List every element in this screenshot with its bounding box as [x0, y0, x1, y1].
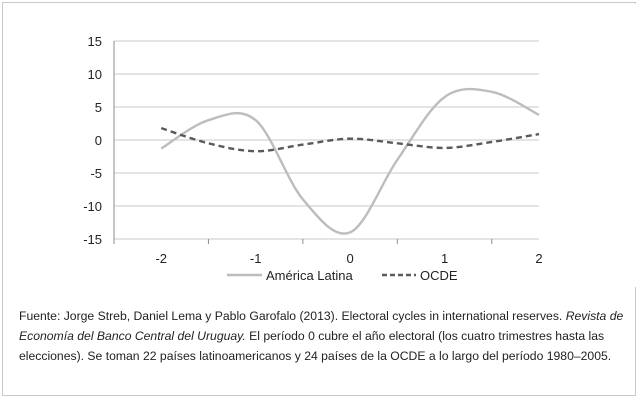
y-tick-label: -5 [90, 166, 102, 181]
figure-frame: 15 10 5 0 -5 -10 -15 -2 -1 0 1 2 América Latina OCDE … [2, 2, 636, 396]
x-tick-label: -1 [250, 251, 262, 266]
chart-area: 15 10 5 0 -5 -10 -15 -2 -1 0 1 2 América Latina OCDE [4, 4, 636, 287]
series-america-latina-line [160, 87, 540, 235]
caption-journal: Revista de Economía del Banco Central de… [19, 309, 624, 343]
caption-source: Fuente: Jorge Streb, Daniel Lema y Pablo… [19, 309, 566, 323]
y-tick-label: 10 [88, 67, 102, 82]
x-tick-label: 2 [535, 251, 542, 266]
y-tick-label: -15 [83, 232, 102, 247]
caption-note: El período 0 cubre el año electoral (los… [19, 329, 612, 363]
figure-caption: Fuente: Jorge Streb, Daniel Lema y Pablo… [19, 306, 625, 366]
series-ocde-line [160, 126, 540, 153]
y-tick-label: -10 [83, 199, 102, 214]
x-tick-label: -2 [155, 251, 167, 266]
legend-america-latina-label: América Latina [266, 268, 353, 283]
x-tick-label: 1 [441, 251, 448, 266]
x-tick-label: 0 [346, 251, 353, 266]
legend-ocde-label: OCDE [420, 268, 458, 283]
y-tick-label: 15 [88, 34, 102, 49]
y-tick-label: 5 [95, 100, 102, 115]
y-tick-label: 0 [95, 133, 102, 148]
